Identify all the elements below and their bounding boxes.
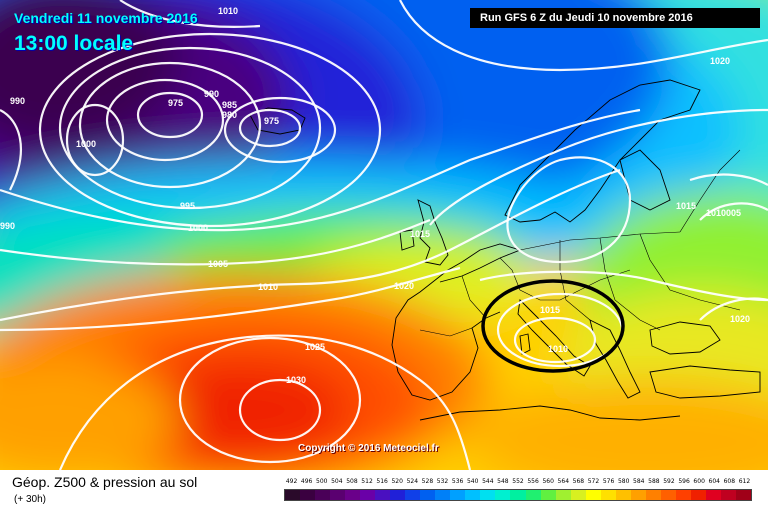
- isobar-labels: 990 975 990 985 980 975 1000 995 1000 99…: [0, 6, 750, 385]
- color-scale-bar: [284, 489, 752, 501]
- isobar-label: 1015: [676, 201, 696, 211]
- scale-swatch: [720, 490, 736, 500]
- scale-swatch: [390, 490, 406, 500]
- scale-label: 560: [542, 478, 554, 485]
- color-scale-labels: 492 496 500 504 508 512 516 520 524 528 532 536 540 5…: [284, 478, 752, 488]
- scale-swatch: [525, 490, 541, 500]
- isobars: [0, 0, 768, 470]
- scale-label: 540: [466, 478, 479, 485]
- scale-label: 496: [300, 478, 313, 485]
- z500-color-field: [0, 0, 768, 470]
- isobar-label: 980: [222, 110, 237, 120]
- scale-label: 612: [738, 478, 751, 485]
- isobar-label: 1015: [410, 229, 430, 239]
- scale-swatch: [555, 490, 571, 500]
- isobar-label: 1025: [305, 342, 325, 352]
- isobar-label: 1015: [540, 305, 560, 315]
- isobar-label: 1010: [218, 6, 238, 16]
- forecast-time: 13:00 locale: [14, 32, 134, 55]
- scale-swatch: [435, 490, 451, 500]
- scale-label: 524: [406, 478, 419, 485]
- scale-label: 564: [557, 478, 570, 485]
- scale-label: 572: [587, 478, 600, 485]
- isobar-label: 1005: [208, 259, 228, 269]
- copyright-notice: Copyright © 2016 Meteociel.fr: [298, 443, 439, 454]
- scale-swatch: [630, 490, 646, 500]
- isobar-label: 1000: [76, 139, 96, 149]
- isobar-label: 1010: [258, 282, 278, 292]
- scale-swatch: [675, 490, 691, 500]
- scale-swatch: [600, 490, 616, 500]
- isobar-label: 975: [168, 98, 183, 108]
- scale-swatch: [585, 490, 601, 500]
- scale-swatch: [495, 490, 511, 500]
- scale-swatch: [360, 490, 376, 500]
- scale-label: 532: [436, 478, 449, 485]
- scale-swatch: [285, 490, 301, 500]
- scale-swatch: [375, 490, 391, 500]
- scale-label: 552: [512, 478, 524, 485]
- scale-swatch: [540, 490, 556, 500]
- isobar-label: 975: [264, 116, 279, 126]
- scale-swatch: [510, 490, 526, 500]
- scale-label: 568: [572, 478, 585, 485]
- scale-label: 556: [527, 478, 539, 485]
- model-run-banner: Run GFS 6 Z du Jeudi 10 novembre 2016: [470, 8, 760, 28]
- scale-label: 512: [361, 478, 373, 485]
- highlight-circle: [481, 279, 625, 373]
- scale-label: 508: [346, 478, 358, 485]
- isobar-label: 985: [222, 100, 237, 110]
- scale-swatch: [705, 490, 721, 500]
- scale-label: 596: [678, 478, 690, 485]
- scale-swatch: [480, 490, 496, 500]
- scale-swatch: [345, 490, 361, 500]
- isobar-label: 1020: [730, 314, 750, 324]
- scale-label: 528: [421, 478, 434, 485]
- scale-swatch: [645, 490, 661, 500]
- isobar-label: 990: [204, 89, 219, 99]
- isobar-label: 1010005: [706, 208, 741, 218]
- scale-swatch: [660, 490, 676, 500]
- isobar-label: 995: [180, 201, 195, 211]
- scale-label: 544: [482, 478, 494, 485]
- scale-label: 536: [451, 478, 464, 485]
- scale-label: 520: [391, 478, 403, 485]
- scale-swatch: [315, 490, 331, 500]
- scale-label: 500: [316, 478, 328, 485]
- scale-swatch: [300, 490, 316, 500]
- isobar-label: 1020: [710, 56, 730, 66]
- forecast-date: Vendredi 11 novembre 2016: [14, 10, 198, 26]
- scale-swatch: [330, 490, 346, 500]
- isobar-label: 990: [0, 221, 15, 231]
- scale-label: 516: [376, 478, 388, 485]
- isobar-label: 1020: [394, 281, 414, 291]
- scale-swatch: [690, 490, 706, 500]
- scale-swatch: [405, 490, 421, 500]
- scale-label: 584: [633, 478, 645, 485]
- scale-swatch: [615, 490, 631, 500]
- scale-swatch: [420, 490, 436, 500]
- scale-label: 592: [663, 478, 675, 485]
- scale-swatch: [735, 490, 751, 500]
- scale-label: 600: [693, 478, 705, 485]
- scale-swatch: [570, 490, 586, 500]
- geopotential-map: 990 975 990 985 980 975 1000 995 1000 99…: [0, 0, 768, 470]
- scale-label: 608: [723, 478, 736, 485]
- weather-map: 990 975 990 985 980 975 1000 995 1000 99…: [0, 0, 768, 470]
- scale-label: 588: [648, 478, 660, 485]
- legend-title: Géop. Z500 & pression au sol: [12, 474, 198, 490]
- isobar-label: 990: [10, 96, 25, 106]
- scale-label: 504: [331, 478, 343, 485]
- legend-subtitle: (+ 30h): [14, 494, 46, 505]
- scale-label: 580: [617, 478, 630, 485]
- scale-swatch: [450, 490, 466, 500]
- scale-label: 492: [285, 478, 298, 485]
- scale-label: 548: [497, 478, 509, 485]
- isobar-label: 1010: [548, 344, 568, 354]
- scale-label: 604: [708, 478, 720, 485]
- isobar-label: 1000: [188, 223, 208, 233]
- isobar-label: 1030: [286, 375, 306, 385]
- scale-label: 576: [602, 478, 615, 485]
- scale-swatch: [465, 490, 481, 500]
